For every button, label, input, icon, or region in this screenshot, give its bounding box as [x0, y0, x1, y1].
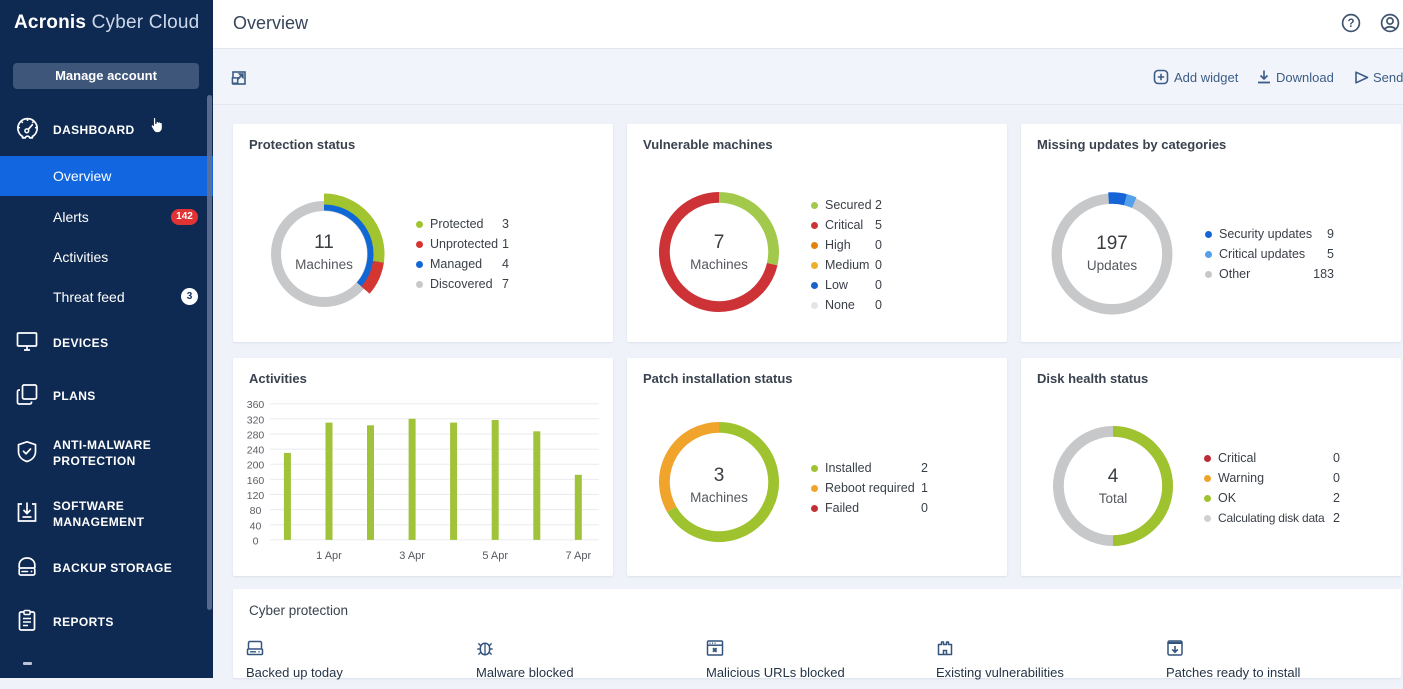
svg-text:120: 120: [247, 490, 265, 502]
svg-text:0: 0: [253, 535, 259, 547]
svg-text:3 Apr: 3 Apr: [399, 550, 425, 562]
svg-text:320: 320: [247, 414, 265, 426]
svg-text:240: 240: [247, 445, 265, 457]
svg-text:1 Apr: 1 Apr: [316, 550, 342, 562]
svg-text:160: 160: [247, 475, 265, 487]
svg-text:200: 200: [247, 460, 265, 472]
svg-text:360: 360: [247, 399, 265, 411]
svg-text:280: 280: [247, 430, 265, 442]
svg-text:7 Apr: 7 Apr: [565, 550, 591, 562]
svg-text:5 Apr: 5 Apr: [482, 550, 508, 562]
svg-text:40: 40: [250, 520, 262, 532]
svg-text:?: ?: [1347, 18, 1354, 30]
svg-text:80: 80: [250, 505, 262, 517]
